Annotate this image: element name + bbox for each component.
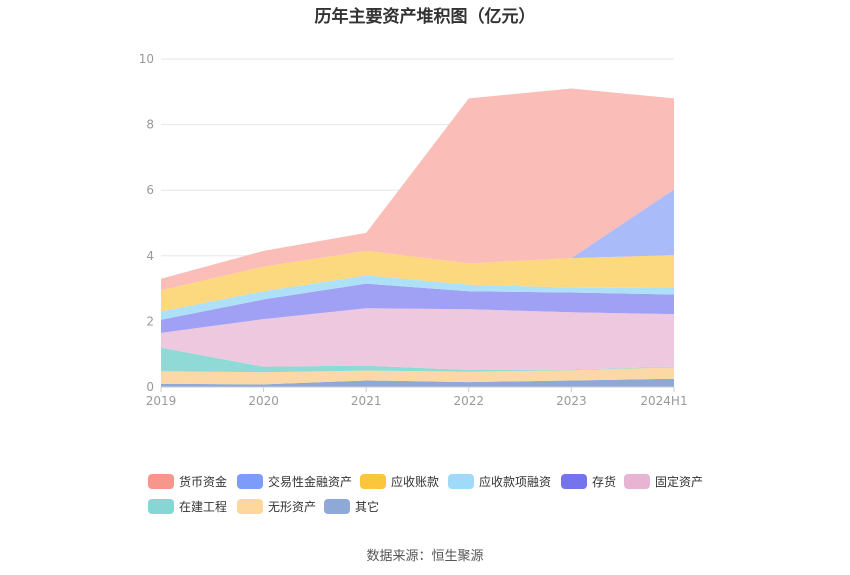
legend-swatch: [448, 473, 474, 489]
legend-item-construction[interactable]: 在建工程: [148, 497, 227, 515]
legend-item-receivables[interactable]: 应收账款: [360, 472, 439, 490]
legend-swatch: [237, 498, 263, 514]
x-tick-label: 2021: [351, 394, 382, 408]
area-其它: [161, 378, 674, 387]
area-series: [161, 88, 674, 387]
legend-item-receivables-financing[interactable]: 应收款项融资: [448, 472, 551, 490]
legend-swatch: [624, 473, 650, 489]
legend-item-inventory[interactable]: 存货: [561, 472, 616, 490]
y-tick-label: 8: [146, 118, 154, 132]
legend-item-trading-assets[interactable]: 交易性金融资产: [237, 472, 352, 490]
area-货币资金: [161, 88, 674, 291]
legend-label: 货币资金: [179, 474, 228, 489]
y-tick-label: 6: [146, 183, 154, 197]
area-无形资产: [161, 367, 674, 385]
legend-swatch: [360, 473, 386, 489]
area-固定资产: [161, 308, 674, 370]
y-tick-label: 2: [146, 314, 154, 328]
legend-item-intangible[interactable]: 无形资产: [237, 497, 316, 515]
legend-label: 在建工程: [179, 499, 228, 514]
x-tick-label: 2022: [454, 394, 485, 408]
y-tick-label: 4: [146, 249, 154, 263]
x-tick-label: 2024H1: [640, 394, 687, 408]
legend-label: 存货: [592, 474, 617, 489]
legend-swatch: [561, 473, 587, 489]
area-应收账款: [161, 250, 674, 312]
legend-swatch: [324, 498, 350, 514]
data-source: 数据来源：恒生聚源: [366, 549, 484, 564]
axes: 0 2 4 6 8 10 2019 2020 2021 2022 2023 2024H1: [139, 52, 688, 408]
legend-item-fixed-assets[interactable]: 固定资产: [624, 472, 703, 490]
legend-label: 应收款项融资: [479, 474, 552, 489]
y-tick-label: 0: [146, 380, 154, 394]
legend-label: 应收账款: [391, 474, 440, 489]
area-在建工程: [161, 347, 674, 373]
legend-swatch: [148, 498, 174, 514]
legend-item-cash[interactable]: 货币资金: [148, 472, 227, 490]
legend-item-other[interactable]: 其它: [324, 497, 379, 515]
chart-title: 历年主要资产堆积图（亿元）: [314, 7, 536, 27]
legend-label: 交易性金融资产: [268, 474, 353, 489]
y-tick-label: 10: [139, 52, 154, 66]
legend-swatch: [148, 473, 174, 489]
legend-label: 其它: [355, 499, 380, 514]
x-tick-label: 2019: [146, 394, 177, 408]
x-tick-label: 2020: [248, 394, 279, 408]
legend-swatch: [237, 473, 263, 489]
legend-label: 无形资产: [268, 499, 317, 514]
stacked-area-chart: 0 2 4 6 8 10 2019 2020 2021 2022 2023 2024H1: [139, 52, 688, 408]
area-应收款项融资: [161, 275, 674, 320]
x-tick-label: 2023: [556, 394, 587, 408]
area-存货: [161, 283, 674, 333]
legend-label: 固定资产: [655, 474, 704, 489]
